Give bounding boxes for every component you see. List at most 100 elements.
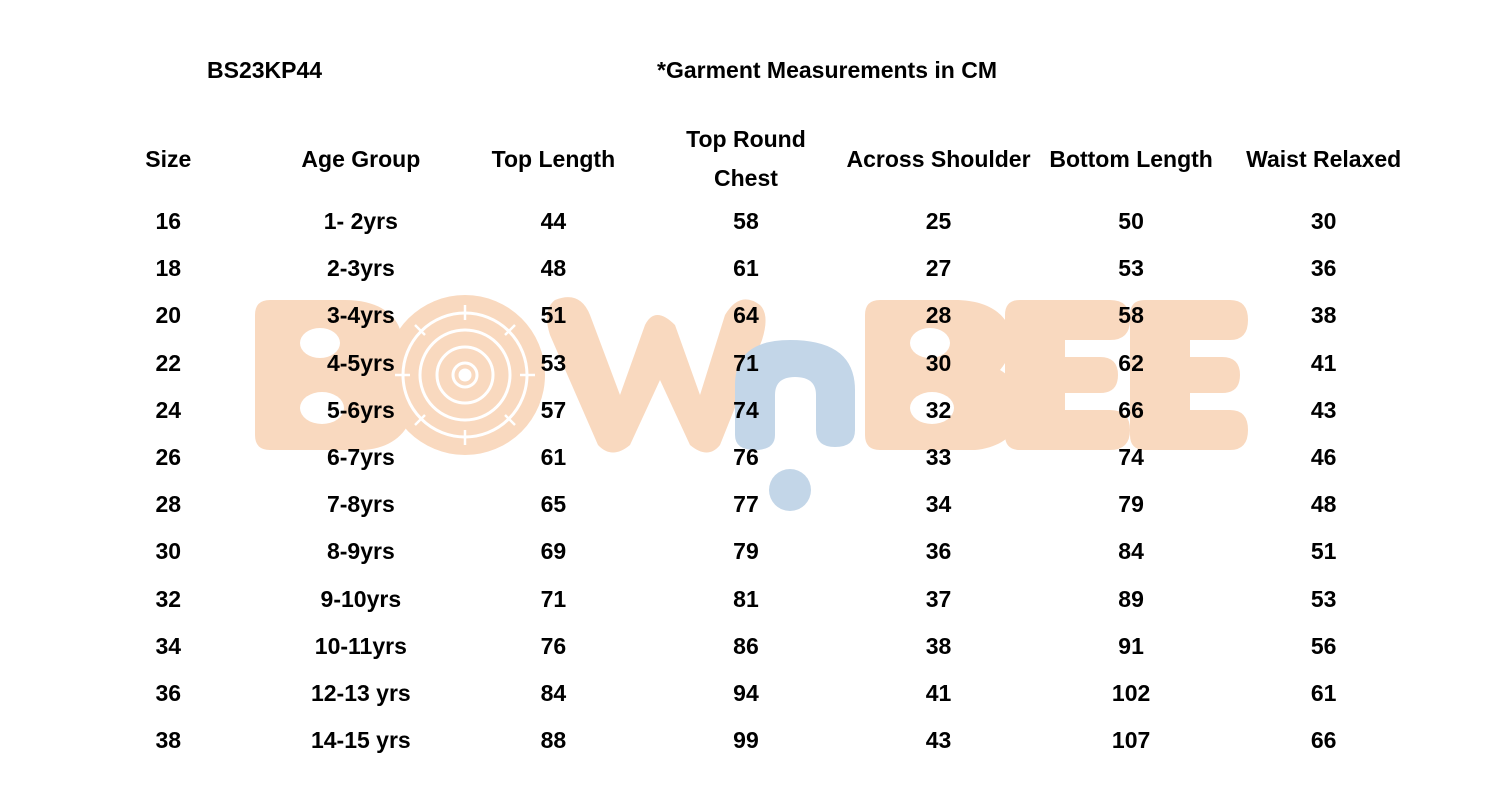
cell-across-shoulder: 43: [925, 727, 952, 754]
cell-bottom-length: 89: [1118, 585, 1144, 612]
measurement-note: *Garment Measurements in CM: [657, 57, 997, 83]
watermark-letter-n: [735, 340, 855, 450]
cell-top-round-chest: 99: [733, 727, 759, 754]
table-row: 20 3-4yrs 51 64 28 58 38: [72, 292, 1420, 339]
cell-age-group: 5-6yrs: [326, 396, 395, 423]
cell-size: 28: [155, 491, 182, 518]
cell-waist-relaxed: 41: [1310, 349, 1337, 376]
cell-size: 24: [155, 396, 182, 423]
cell-age-group: 12-13 yrs: [310, 679, 411, 706]
cell-size: 34: [155, 632, 182, 659]
table-row: 18 2-3yrs 48 61 27 53 36: [72, 245, 1420, 292]
cell-bottom-length: 79: [1118, 491, 1144, 518]
cell-top-length: 61: [540, 444, 567, 471]
table-header-row: Size Age Group Top Length Top Round Ches…: [72, 120, 1420, 198]
table-row: 28 7-8yrs 65 77 34 79 48: [72, 481, 1420, 528]
watermark-dot: [769, 469, 811, 511]
cell-across-shoulder: 41: [925, 679, 952, 706]
cell-size: 38: [155, 727, 182, 754]
cell-top-length: 48: [540, 255, 567, 282]
table-body: 16 1- 2yrs 44 58 25 50 30 18 2-3yrs 48 61 27 53 36 20 3…: [72, 198, 1420, 764]
cell-bottom-length: 84: [1118, 538, 1144, 565]
cell-age-group: 6-7yrs: [326, 444, 395, 471]
cell-bottom-length: 62: [1118, 349, 1144, 376]
cell-age-group: 4-5yrs: [326, 349, 395, 376]
cell-size: 22: [155, 349, 182, 376]
watermark-letter-e2: [1130, 300, 1248, 450]
cell-waist-relaxed: 53: [1310, 585, 1337, 612]
cell-top-round-chest: 94: [733, 679, 759, 706]
cell-bottom-length: 107: [1111, 727, 1151, 754]
watermark-letter-b: [255, 300, 413, 450]
cell-waist-relaxed: 66: [1310, 727, 1337, 754]
cell-bottom-length: 66: [1118, 396, 1144, 423]
cell-across-shoulder: 38: [925, 632, 952, 659]
cell-across-shoulder: 34: [925, 491, 952, 518]
cell-across-shoulder: 32: [925, 396, 952, 423]
cell-waist-relaxed: 36: [1310, 255, 1337, 282]
watermark-letter-w: [546, 297, 766, 453]
cell-top-length: 53: [540, 349, 567, 376]
cell-size: 26: [155, 444, 182, 471]
table-row: 22 4-5yrs 53 71 30 62 41: [72, 340, 1420, 387]
cell-top-length: 84: [540, 679, 567, 706]
cell-size: 16: [155, 208, 182, 235]
cell-waist-relaxed: 51: [1310, 538, 1337, 565]
cell-across-shoulder: 27: [925, 255, 952, 282]
cell-waist-relaxed: 43: [1310, 396, 1337, 423]
table-row: 24 5-6yrs 57 74 32 66 43: [72, 387, 1420, 434]
cell-bottom-length: 50: [1118, 208, 1144, 235]
cell-top-round-chest: 76: [733, 444, 759, 471]
table-row: 38 14-15 yrs 88 99 43 107 66: [72, 717, 1420, 764]
cell-size: 20: [155, 302, 182, 329]
cell-age-group: 14-15 yrs: [310, 727, 411, 754]
cell-top-length: 65: [540, 491, 567, 518]
cell-size: 18: [155, 255, 182, 282]
cell-age-group: 1- 2yrs: [323, 208, 398, 235]
column-header-top-length: Top Length: [491, 145, 616, 172]
cell-bottom-length: 102: [1111, 679, 1151, 706]
cell-waist-relaxed: 48: [1310, 491, 1337, 518]
cell-top-length: 71: [540, 585, 567, 612]
cell-across-shoulder: 28: [925, 302, 952, 329]
cell-waist-relaxed: 38: [1310, 302, 1337, 329]
column-header-bottom-length: Bottom Length: [1049, 145, 1213, 172]
mandala-pattern: [395, 305, 535, 445]
cell-size: 36: [155, 679, 182, 706]
cell-size: 30: [155, 538, 182, 565]
cell-age-group: 2-3yrs: [326, 255, 395, 282]
cell-across-shoulder: 30: [925, 349, 952, 376]
cell-top-round-chest: 71: [733, 349, 759, 376]
bownbee-watermark-logo: [255, 295, 1248, 511]
cell-top-length: 69: [540, 538, 567, 565]
column-header-age-group: Age Group: [301, 145, 421, 172]
cell-top-round-chest: 81: [733, 585, 759, 612]
cell-across-shoulder: 25: [925, 208, 952, 235]
cell-bottom-length: 53: [1118, 255, 1144, 282]
cell-bottom-length: 91: [1118, 632, 1144, 659]
cell-waist-relaxed: 61: [1310, 679, 1337, 706]
cell-top-round-chest: 74: [733, 396, 759, 423]
style-code: BS23KP44: [207, 57, 323, 83]
table-row: 30 8-9yrs 69 79 36 84 51: [72, 528, 1420, 575]
table-row: 16 1- 2yrs 44 58 25 50 30: [72, 198, 1420, 245]
cell-waist-relaxed: 30: [1310, 208, 1337, 235]
cell-top-length: 88: [540, 727, 567, 754]
cell-age-group: 7-8yrs: [326, 491, 395, 518]
watermark-letter-b2: [865, 300, 1023, 450]
column-header-waist-relaxed: Waist Relaxed: [1246, 145, 1402, 172]
cell-across-shoulder: 33: [925, 444, 952, 471]
size-chart-table: Size Age Group Top Length Top Round Ches…: [72, 120, 1420, 764]
column-header-top-round-chest: Top Round Chest: [686, 126, 806, 191]
cell-waist-relaxed: 46: [1310, 444, 1337, 471]
cell-top-round-chest: 64: [733, 302, 759, 329]
cell-size: 32: [155, 585, 182, 612]
cell-bottom-length: 58: [1118, 302, 1144, 329]
cell-top-length: 44: [540, 208, 567, 235]
cell-bottom-length: 74: [1118, 444, 1144, 471]
cell-top-round-chest: 79: [733, 538, 759, 565]
cell-waist-relaxed: 56: [1310, 632, 1337, 659]
table-row: 32 9-10yrs 71 81 37 89 53: [72, 576, 1420, 623]
column-header-size: Size: [145, 145, 192, 172]
cell-top-length: 76: [540, 632, 567, 659]
